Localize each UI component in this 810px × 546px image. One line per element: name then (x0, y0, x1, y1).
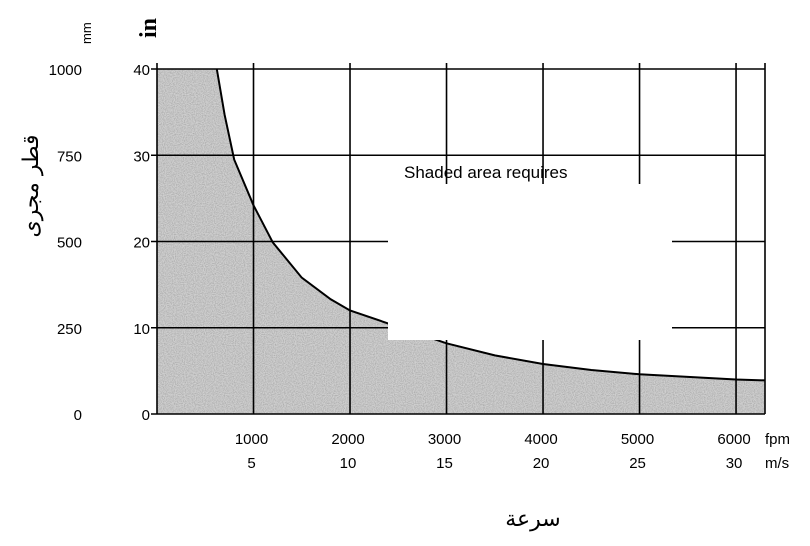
y-tick-in-label: 30 (133, 148, 150, 165)
y-ticks-mm: 1000 750 500 250 0 (49, 62, 82, 424)
x-axis-label: سرعة (505, 507, 561, 532)
x-tick-fpm-label: 5000 (621, 431, 654, 448)
y-tick-in-label: 40 (133, 62, 150, 79)
y-axis-label: قطر مجرى (19, 134, 44, 237)
x-tick-fpm-label: 2000 (331, 431, 364, 448)
y-unit-in: in (136, 18, 162, 38)
x-tick-ms-label: 5 (247, 455, 255, 472)
y-tick-in-label: 0 (142, 407, 150, 424)
white-mask (388, 184, 672, 340)
y-tick-mm-label: 250 (57, 321, 82, 338)
x-tick-fpm-label: 3000 (428, 431, 461, 448)
y-tick-mm-label: 1000 (49, 62, 82, 79)
y-unit-mm: mm (79, 22, 94, 44)
y-ticks-in: 40 30 20 10 0 (133, 62, 150, 424)
y-tick-mm-label: 750 (57, 148, 82, 165)
y-tick-mm-label: 500 (57, 235, 82, 252)
x-tick-ms-label: 20 (533, 455, 550, 472)
annotation-text: Shaded area requires (404, 163, 568, 182)
x-tick-ms-label: 30 (726, 455, 743, 472)
x-tick-fpm-label: 6000 (717, 431, 750, 448)
x-unit-ms: m/s (765, 455, 789, 472)
x-unit-fpm: fpm (765, 431, 790, 448)
y-tick-mm-label: 0 (74, 407, 82, 424)
y-tick-in-label: 10 (133, 321, 150, 338)
x-ticks-ms: 5 10 15 20 25 30 (247, 455, 742, 472)
x-tick-ms-label: 15 (436, 455, 453, 472)
y-tick-in-label: 20 (133, 235, 150, 252)
x-tick-ms-label: 25 (629, 455, 646, 472)
x-tick-fpm-label: 1000 (235, 431, 268, 448)
x-tick-fpm-label: 4000 (524, 431, 557, 448)
x-ticks-fpm: 1000 2000 3000 4000 5000 6000 (235, 431, 751, 448)
x-tick-ms-label: 10 (340, 455, 357, 472)
